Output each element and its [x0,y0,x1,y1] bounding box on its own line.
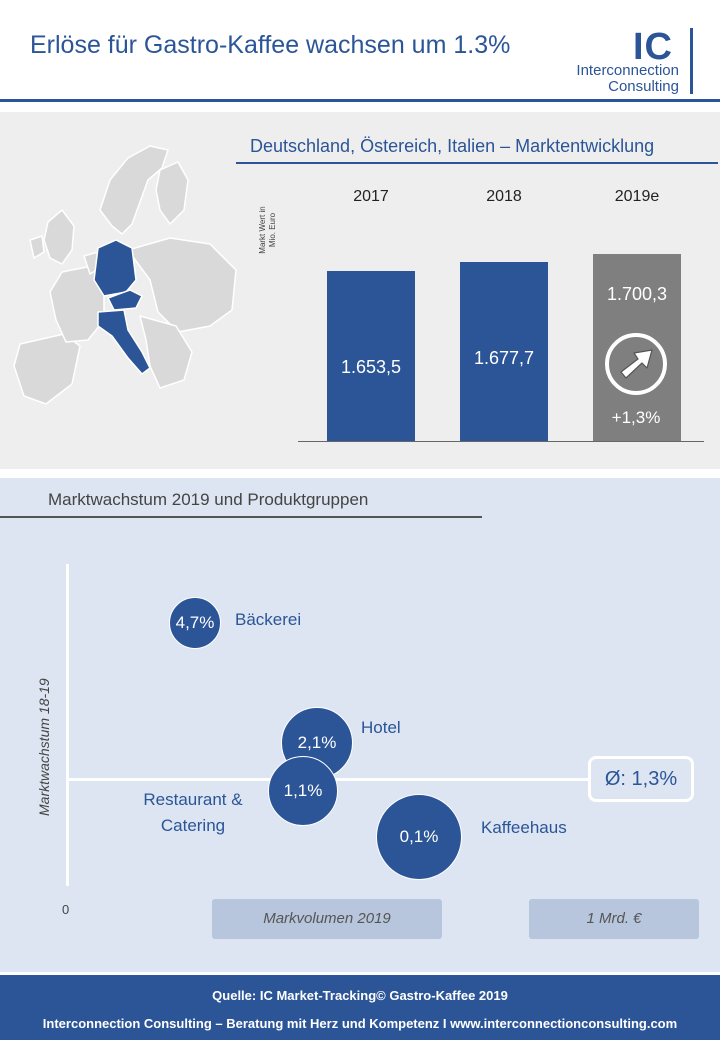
x-origin-label: 0 [62,902,70,917]
bubble-name-label: Restaurant & Catering [143,790,243,835]
bubble-name-label: Kaffeehaus [481,818,567,837]
bubble-chart-title-rule [0,516,482,518]
bar-2017 [327,271,415,442]
page-title: Erlöse für Gastro-Kaffee wachsen um 1.3% [30,31,511,59]
growth-bubble-panel [0,478,720,972]
europe-map-icon [13,145,237,405]
bar-2018 [460,262,548,442]
x-axis-label: Markvolumen 2019 [212,899,442,939]
company-logo: IC Interconnection Consulting [555,28,695,98]
bubble-restaurant-catering: 1,1% [268,756,338,826]
bubble-scale-label: 1 Mrd. € [529,899,699,939]
bar-value-label: 1.653,5 [340,357,402,378]
y-axis-label: Markt Wert in Mio. Euro [258,206,277,254]
x-tick-label: 2017 [353,188,389,205]
bubble-kaffeehaus: 0,1% [376,794,462,880]
x-tick-label: 2018 [486,188,522,205]
bar-chart-baseline [298,441,704,442]
bubble-name-label: Hotel [361,718,401,737]
bubble-name-label: Bäckerei [235,610,302,629]
y-axis-label: Marktwachstum 18-19 [36,678,52,816]
bubble-baeckerei: 4,7% [169,597,221,649]
title-divider [0,99,720,102]
forecast-growth-label: +1,3% [611,408,661,427]
map-italy [97,309,151,375]
x-tick-label: 2019e [614,188,660,205]
logo-mark: IC [633,26,673,68]
footer [0,975,720,1040]
y-axis-line [66,564,69,886]
map-germany [93,239,137,297]
logo-bar [690,28,693,94]
map-austria [107,289,143,311]
bubble-chart-title: Marktwachstum 2019 und Produktgruppen [48,490,369,509]
bar-chart-title-rule [236,162,718,164]
average-growth-label: Ø: 1,3% [588,756,694,802]
logo-line-2: Consulting [608,78,679,95]
bar-value-label: 1.700,3 [606,284,668,304]
logo-line-1: Interconnection [576,62,679,79]
bar-2019e [593,254,681,442]
footer-source: Quelle: IC Market-Tracking© Gastro-Kaffe… [212,988,508,1003]
bar-value-label: 1.677,7 [473,348,535,369]
bar-chart-title: Deutschland, Östereich, Italien – Markte… [250,136,655,156]
arrow-up-right-icon [605,333,667,395]
footer-tagline: Interconnection Consulting – Beratung mi… [42,1016,678,1031]
